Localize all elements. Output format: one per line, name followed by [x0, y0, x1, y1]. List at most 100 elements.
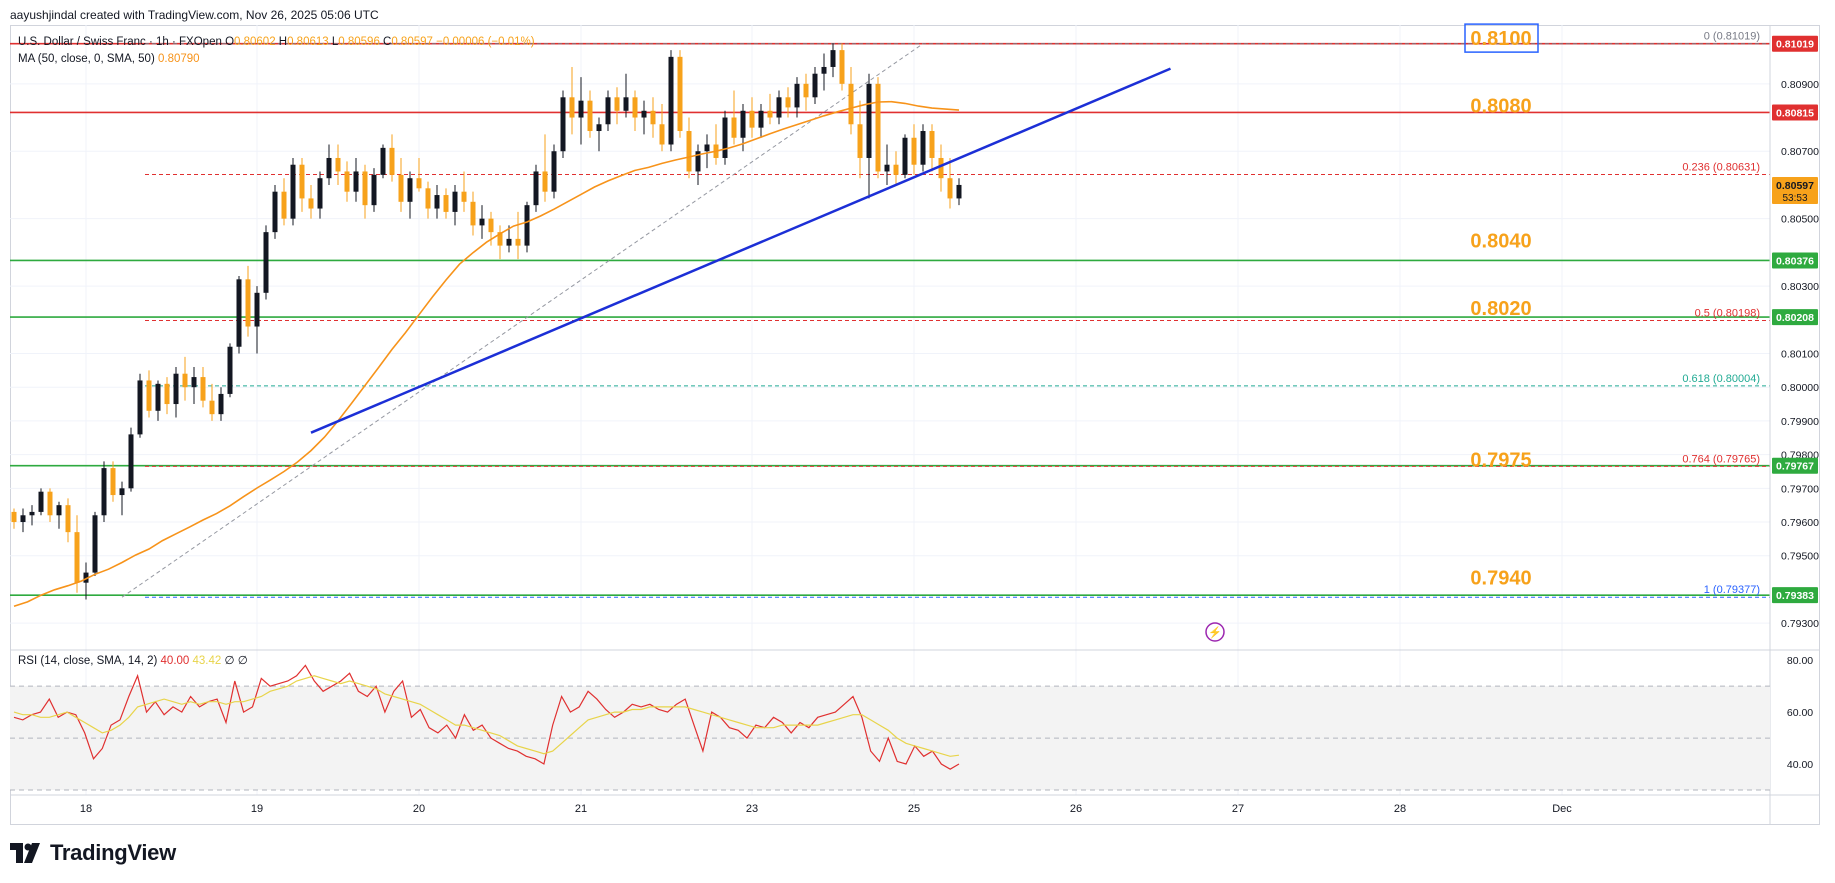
candle-body — [624, 97, 629, 110]
price-tag-label: 0.80208 — [1776, 312, 1814, 324]
rsi-tick-label: 40.00 — [1787, 759, 1813, 771]
ohlc-key: O — [225, 36, 234, 48]
x-tick-label: 26 — [1070, 803, 1082, 815]
rsi-tick-label: 80.00 — [1787, 655, 1813, 667]
candle-body — [471, 202, 476, 226]
candle-body — [129, 434, 134, 488]
y-tick-label: 0.79300 — [1781, 618, 1819, 630]
candle-body — [534, 171, 539, 205]
price-tag-label: 0.80815 — [1776, 107, 1814, 119]
candle-body — [12, 512, 17, 522]
fibonacci-label: 0.618 (0.80004) — [1682, 373, 1760, 385]
candle-body — [57, 505, 62, 515]
candle-body — [66, 505, 71, 532]
candle-body — [588, 101, 593, 131]
rsi-tick-label: 60.00 — [1787, 707, 1813, 719]
y-tick-label: 0.79600 — [1781, 517, 1819, 529]
candle-body — [561, 97, 566, 151]
y-tick-label: 0.80100 — [1781, 348, 1819, 360]
candle-body — [39, 492, 44, 512]
candle-body — [957, 185, 962, 198]
fibonacci-diagonal — [122, 44, 923, 597]
candle-body — [831, 50, 836, 67]
symbol-name[interactable]: U.S. Dollar / Swiss Franc · 1h · FXOpen — [18, 36, 225, 48]
fibonacci-label: 0.764 (0.79765) — [1682, 453, 1760, 465]
candle-body — [759, 111, 764, 128]
ma-value: 0.80790 — [158, 53, 200, 65]
candle-body — [165, 384, 170, 404]
candle-body — [489, 219, 494, 232]
x-tick-label: 28 — [1394, 803, 1406, 815]
candle-body — [786, 97, 791, 107]
symbol-legend: U.S. Dollar / Swiss Franc · 1h · FXOpen … — [18, 36, 535, 48]
candle-body — [606, 97, 611, 124]
candle-body — [813, 74, 818, 98]
candle-body — [840, 50, 845, 84]
candle-body — [669, 57, 674, 145]
key-level-label: 0.8040 — [1470, 230, 1531, 252]
candle-body — [426, 188, 431, 208]
x-tick-label: Dec — [1552, 803, 1572, 815]
price-tag-label: 0.80376 — [1776, 255, 1814, 267]
candle-body — [903, 138, 908, 175]
candle-body — [354, 171, 359, 191]
candle-body — [777, 97, 782, 117]
candle-body — [678, 57, 683, 131]
y-tick-label: 0.80000 — [1781, 382, 1819, 394]
ohlc-value: 0.80596 — [338, 36, 383, 48]
candle-body — [705, 144, 710, 151]
candle-body — [228, 347, 233, 394]
candle-body — [399, 175, 404, 202]
candle-body — [660, 124, 665, 144]
candle-body — [543, 171, 548, 191]
candle-body — [282, 192, 287, 219]
candle-body — [336, 158, 341, 171]
candle-body — [462, 192, 467, 202]
candle-body — [75, 532, 80, 583]
candle-body — [327, 158, 332, 178]
tradingview-logo[interactable]: TradingView — [10, 840, 176, 866]
current-price-label: 0.80597 — [1776, 180, 1814, 192]
ohlc-value: 0.80613 — [287, 36, 332, 48]
candle-body — [939, 158, 944, 178]
candle-body — [318, 178, 323, 208]
fibonacci-label: 0.236 (0.80631) — [1682, 161, 1760, 173]
fibonacci-label: 1 (0.79377) — [1704, 584, 1760, 596]
candle-body — [516, 239, 521, 246]
candle-body — [930, 131, 935, 158]
price-tag-label: 0.81019 — [1776, 39, 1814, 51]
candle-body — [642, 111, 647, 118]
candle-body — [210, 401, 215, 414]
price-tag-label: 0.79767 — [1776, 461, 1814, 473]
rsi-label[interactable]: RSI (14, close, SMA, 14, 2) — [18, 655, 161, 667]
series-layer: ⚡ — [12, 43, 1225, 641]
candle-body — [246, 279, 251, 326]
ohlc-value: 0.80602 — [234, 36, 279, 48]
x-tick-label: 23 — [746, 803, 758, 815]
ma-label[interactable]: MA (50, close, 0, SMA, 50) — [18, 53, 158, 65]
candle-body — [885, 165, 890, 172]
y-tick-label: 0.80900 — [1781, 79, 1819, 91]
y-tick-label: 0.79900 — [1781, 416, 1819, 428]
candle-body — [345, 171, 350, 191]
candle-body — [948, 178, 953, 198]
key-level-label: 0.8020 — [1470, 298, 1531, 320]
candle-body — [723, 118, 728, 158]
candle-body — [912, 138, 917, 165]
candle-body — [417, 178, 422, 188]
candle-body — [201, 377, 206, 401]
x-tick-label: 20 — [413, 803, 425, 815]
candle-body — [408, 178, 413, 202]
rsi-value: 40.00 — [161, 655, 193, 667]
candle-body — [768, 111, 773, 118]
candle-body — [894, 165, 899, 175]
candle-body — [570, 97, 575, 117]
candle-body — [822, 67, 827, 74]
rsi-sma-value: 43.42 — [193, 655, 225, 667]
candle-body — [480, 219, 485, 226]
candle-body — [237, 279, 242, 346]
ohlc-key: C — [383, 36, 391, 48]
candle-body — [48, 492, 53, 516]
candle-body — [858, 124, 863, 158]
